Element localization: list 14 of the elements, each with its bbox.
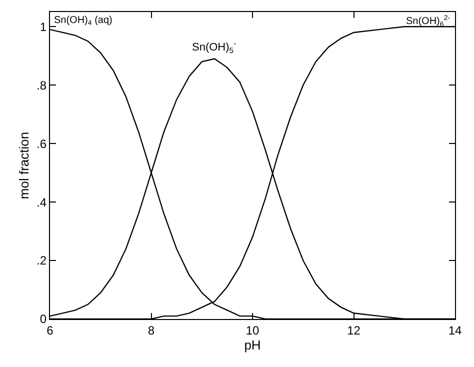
x-tick-label: 10: [246, 323, 260, 338]
x-tick-label: 8: [148, 323, 155, 338]
y-axis-title: mol fraction: [16, 132, 32, 200]
x-tick-label: 6: [46, 323, 54, 338]
y-tick-label: .8: [36, 78, 47, 92]
y-tick-label: .6: [36, 136, 47, 151]
y-tick-label: 0: [40, 312, 47, 326]
x-tick-label: 14: [448, 323, 462, 338]
y-tick-label: .4: [36, 195, 47, 210]
y-tick-label: 1: [40, 20, 47, 34]
x-axis-title: pH: [244, 337, 261, 352]
x-tick-label: 12: [347, 323, 361, 338]
series-label: Sn(OH)$_{4}$ (aq): [54, 15, 112, 28]
y-tick-label: .2: [36, 254, 47, 268]
